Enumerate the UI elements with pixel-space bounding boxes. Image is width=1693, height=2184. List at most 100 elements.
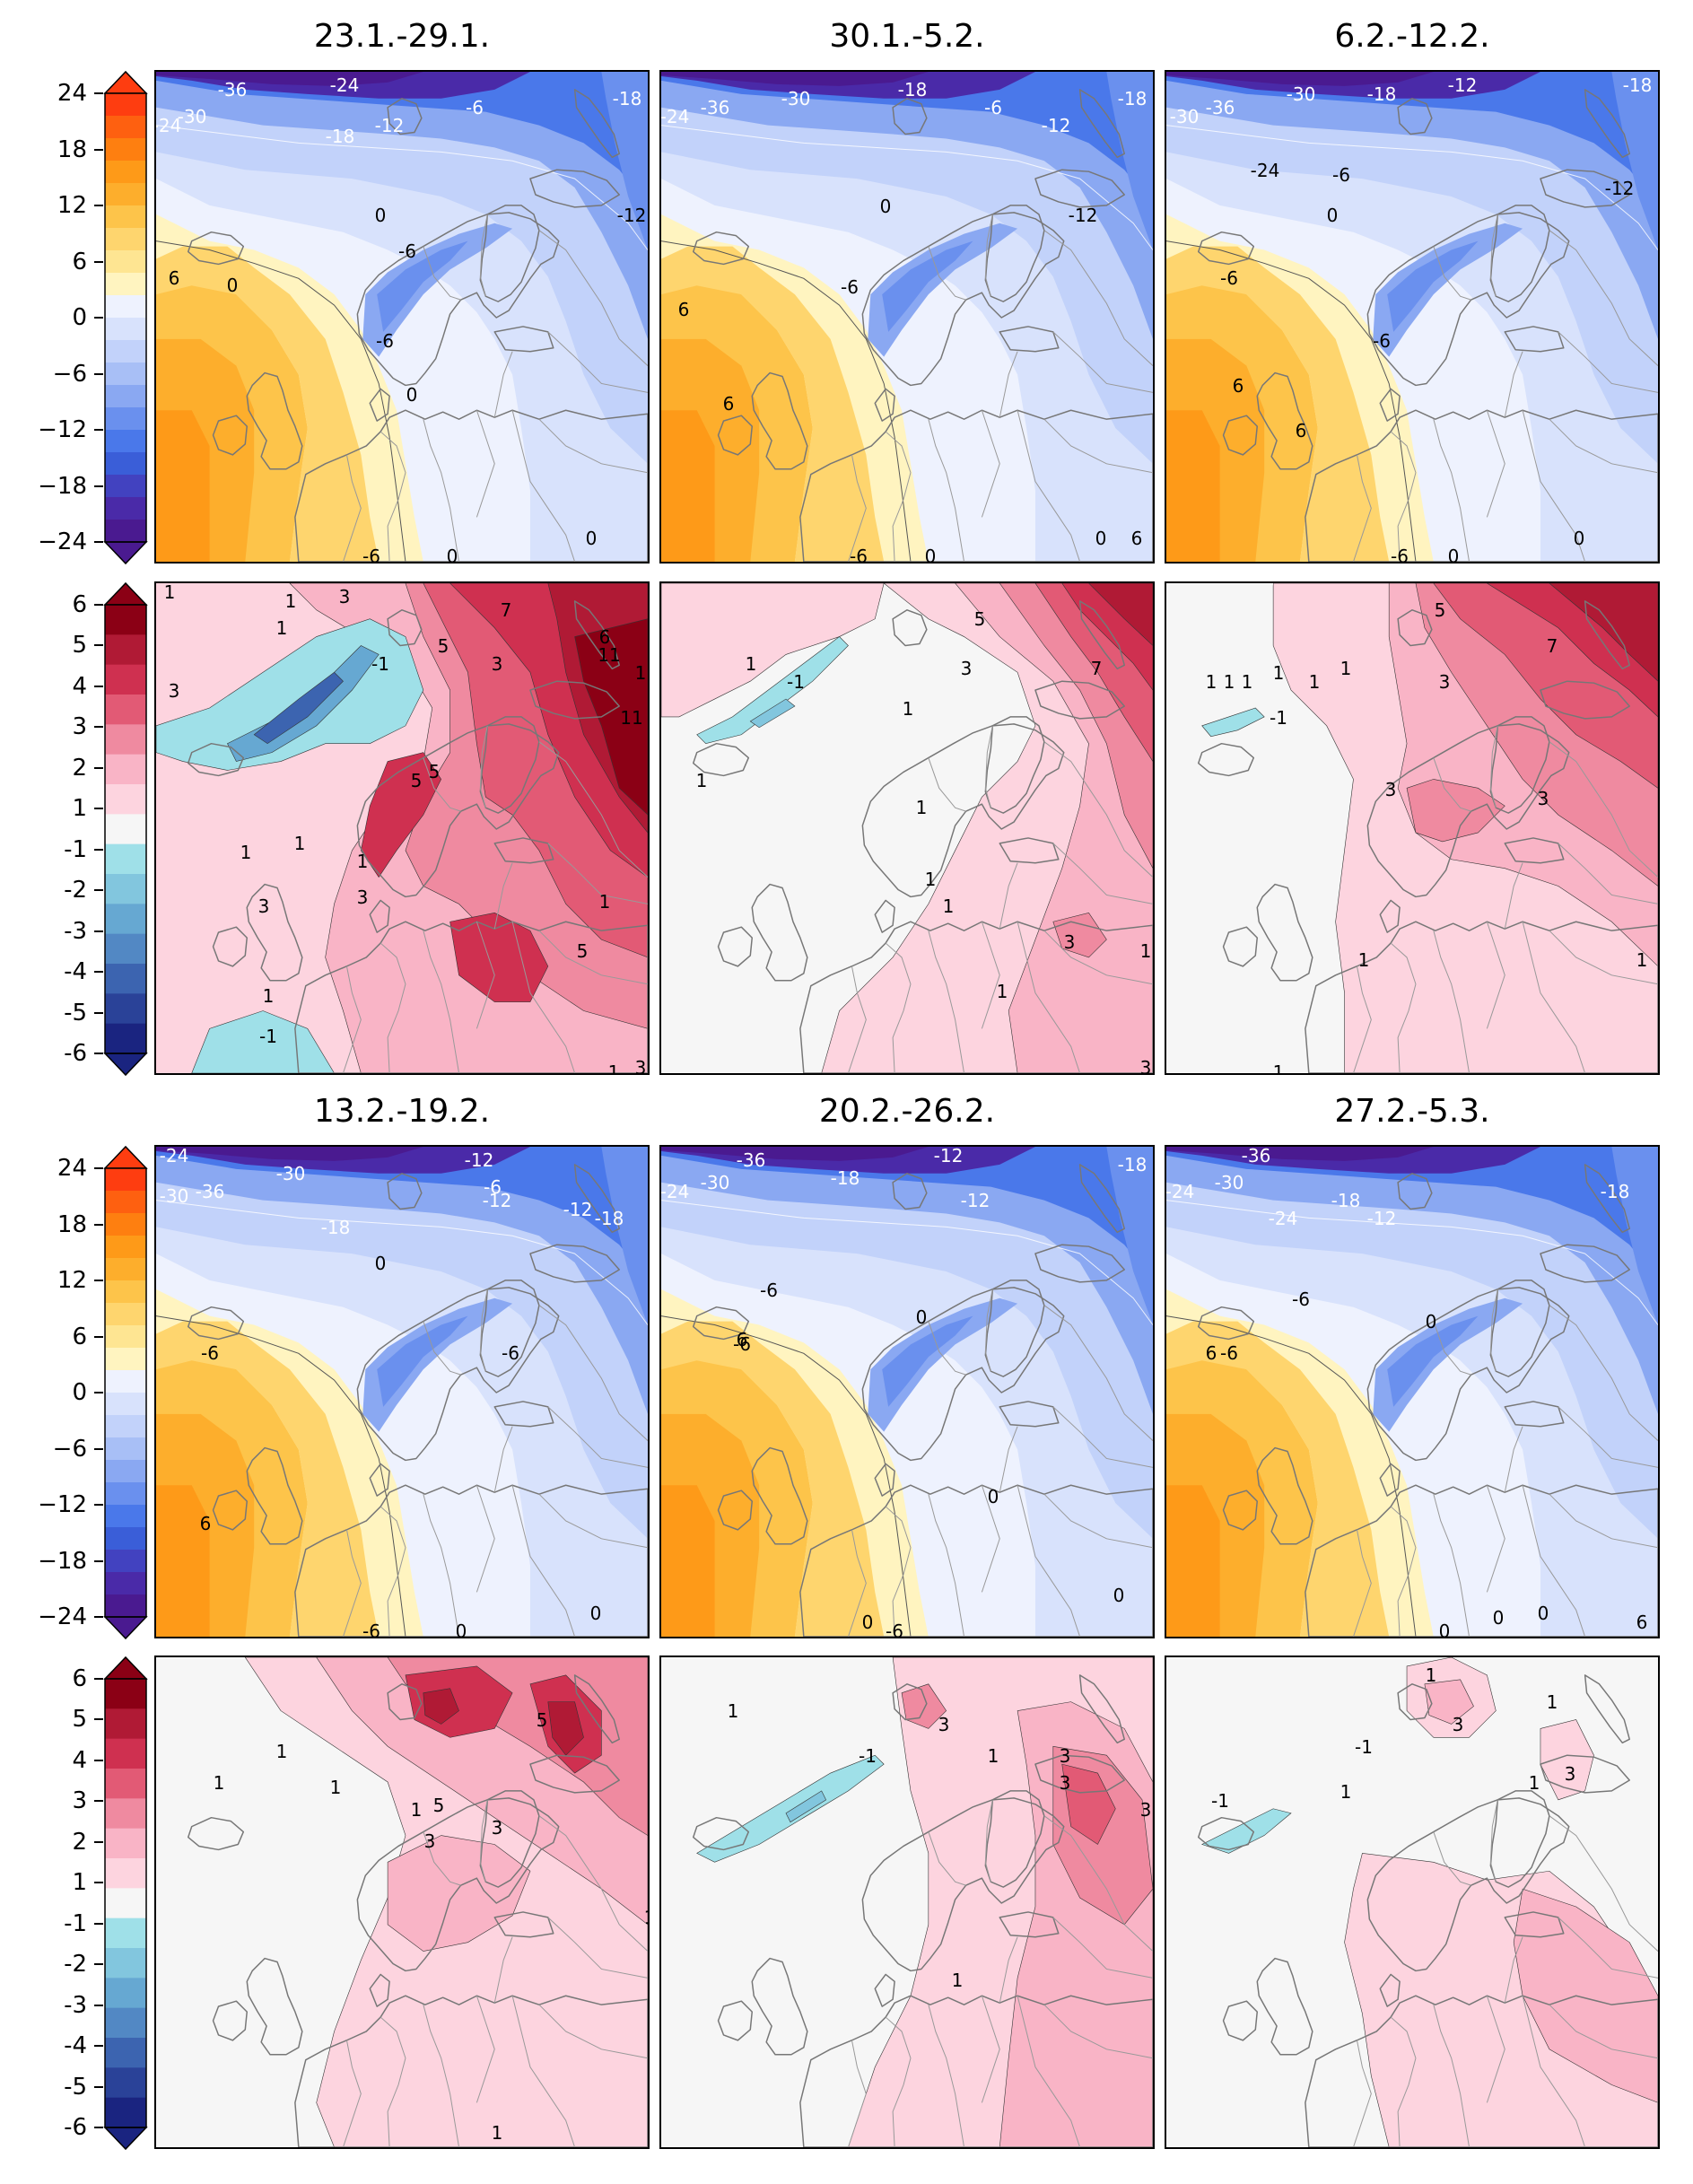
contour-label: 5 [973, 608, 986, 630]
colorbar-tick-mark [94, 2004, 103, 2006]
colorbar-tick-mark [94, 1559, 103, 1562]
country-border [928, 930, 965, 1073]
colorbar-tick-mark [94, 1616, 103, 1618]
coastline-novaya [1078, 1164, 1125, 1234]
country-border [885, 431, 912, 562]
country-border [885, 1506, 912, 1637]
coastline-kola [1034, 1754, 1125, 1794]
colorbar-tick-label: −18 [38, 1547, 87, 1575]
contour-label: 0 [1537, 1603, 1549, 1624]
scandes-cold-peak [1387, 240, 1479, 332]
coastline-finland [479, 1280, 540, 1377]
coastline-scandinavia [1366, 1797, 1570, 1972]
coastline-svalbard [1397, 1683, 1433, 1721]
panel-title-5: 20.2.-26.2. [818, 1093, 996, 1130]
country-border [1433, 419, 1470, 562]
contour-label: 1 [163, 581, 176, 603]
colorbar-tick-mark [94, 685, 103, 687]
country-border [511, 922, 576, 1073]
anomaly-region [1201, 707, 1265, 738]
colorbar-swatch [105, 1236, 146, 1259]
coastline-svalbard [1397, 1173, 1433, 1210]
anom-field-graphic [661, 1657, 1153, 2147]
coastline-iceland [187, 231, 245, 266]
country-border [1489, 214, 1498, 297]
scandes-cold-peak [882, 240, 973, 332]
contour-label: 1 [1528, 1772, 1540, 1794]
colorbar-tick-mark [94, 205, 103, 206]
contour-label: 0 [1095, 528, 1107, 549]
contour-label: 1 [607, 1061, 620, 1075]
colorbar-tick-mark [94, 1963, 103, 1966]
colorbar-tick-label: 5 [72, 632, 87, 660]
contour-label: -24 [154, 115, 182, 136]
anomaly-region [696, 636, 849, 745]
coastline-iceland [187, 1306, 245, 1341]
scandes-cold-core [362, 1297, 513, 1432]
colorbar-tick-mark [94, 541, 103, 543]
colorbar-tick-label: 0 [72, 1379, 87, 1406]
contour-label: 1 [1340, 658, 1352, 679]
country-border [1043, 930, 1153, 985]
colorbar-tick-label: −6 [52, 360, 87, 388]
contour-label: 1 [1272, 1061, 1285, 1075]
contour-label: -12 [960, 1190, 990, 1211]
country-border [511, 410, 576, 562]
temperature-map-1: -24 -30 -36 -24 -18 -12 -6 0 6 0 -6 -6 0 -6 0 0 -18 -12 [154, 70, 650, 563]
country-border [1433, 246, 1471, 301]
country-border [479, 1289, 488, 1372]
coastline-novaya [573, 600, 620, 670]
temp-field-graphic [156, 1147, 648, 1637]
country-border [984, 214, 993, 297]
coastline-finland [984, 1280, 1045, 1377]
colorbar-tick-mark [94, 766, 103, 769]
colorbar-tick-mark [94, 1759, 103, 1761]
country-border [1558, 843, 1658, 904]
contour-label: -24 [1250, 160, 1280, 181]
country-border [1433, 1494, 1470, 1637]
coastline-continent [1305, 1995, 1658, 2147]
contour-label: -12 [1366, 1208, 1397, 1229]
coastline-denmark [369, 388, 390, 422]
colorbar-tick-label: 2 [72, 754, 87, 782]
country-border [1504, 862, 1523, 930]
contour-label: 5 [428, 761, 441, 782]
anomaly-map-3: 1 1 1 -1 1 5 3 7 1 3 3 1 1 1 1 [1165, 581, 1660, 1075]
coastline-estonia [1504, 1401, 1565, 1428]
coastline-novaya [1078, 89, 1125, 159]
contour-label: -6 [466, 97, 484, 118]
colorbar-tick-label: -2 [64, 877, 87, 904]
temp-colorbar-graphic [103, 70, 148, 565]
colorbar-tick-label: -4 [64, 958, 87, 986]
country-border [538, 230, 648, 366]
colorbar-extend-top [103, 581, 148, 606]
coastline-gb [751, 371, 808, 470]
coastline-gb [751, 1446, 808, 1545]
colorbar-tick-label: -6 [64, 2114, 87, 2141]
cold-band-4 [156, 72, 648, 339]
isotherm-line-cold [156, 1200, 648, 1325]
contour-label: 1 [915, 797, 928, 818]
country-border [1522, 1485, 1586, 1637]
colorbar-swatch [105, 318, 146, 341]
colorbar-extend-top [103, 70, 148, 94]
anomaly-region [1088, 583, 1153, 646]
coastline-gb [1256, 371, 1313, 470]
contour-label: 0 [374, 1253, 387, 1274]
country-border [476, 410, 495, 518]
contour-label: 11 [620, 707, 643, 729]
coastline-estonia [1504, 326, 1565, 353]
coastline-scandinavia [356, 1287, 560, 1462]
mild-band [156, 246, 380, 562]
country-border [423, 2005, 460, 2147]
colorbar-tick-mark [94, 2127, 103, 2128]
contour-label: -24 [659, 106, 690, 127]
coastline-estonia [493, 1401, 554, 1428]
country-border [1489, 725, 1498, 808]
country-border [343, 454, 362, 562]
contour-label: 3 [423, 1830, 436, 1852]
country-border [928, 246, 966, 301]
contour-label: -6 [984, 97, 1002, 118]
contour-label: -36 [1205, 97, 1235, 118]
country-border [981, 922, 1000, 1029]
